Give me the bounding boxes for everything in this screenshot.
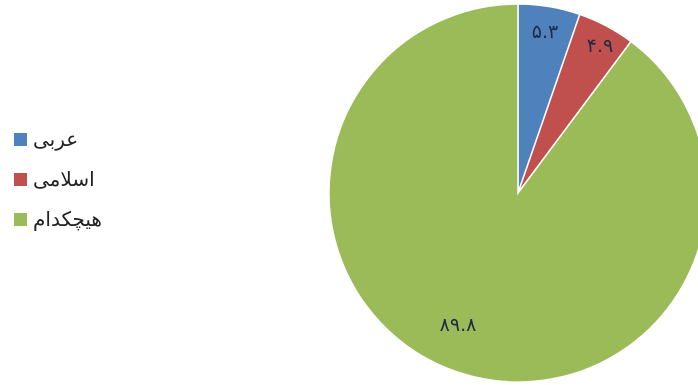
legend-label-arabic: عربی bbox=[33, 127, 79, 151]
legend-label-islamic: اسلامی bbox=[33, 167, 95, 191]
legend-item-arabic: عربی bbox=[14, 128, 174, 150]
legend-item-none: هیچکدام bbox=[14, 208, 174, 230]
chart-legend: عربی اسلامی هیچکدام bbox=[14, 128, 174, 248]
pie-label-none: ۸۹.۸ bbox=[440, 314, 477, 336]
pie-slice-none bbox=[328, 3, 698, 383]
legend-swatch-arabic bbox=[14, 132, 27, 146]
pie-slices bbox=[328, 3, 698, 383]
legend-swatch-none bbox=[14, 212, 27, 226]
legend-item-islamic: اسلامی bbox=[14, 168, 174, 190]
pie-label-arabic: ۵.۳ bbox=[532, 21, 558, 43]
legend-swatch-islamic bbox=[14, 172, 27, 186]
pie-label-islamic: ۴.۹ bbox=[587, 35, 613, 57]
pie-value-labels: ۵.۳ ۴.۹ ۸۹.۸ bbox=[440, 21, 614, 336]
legend-label-none: هیچکدام bbox=[33, 207, 102, 231]
